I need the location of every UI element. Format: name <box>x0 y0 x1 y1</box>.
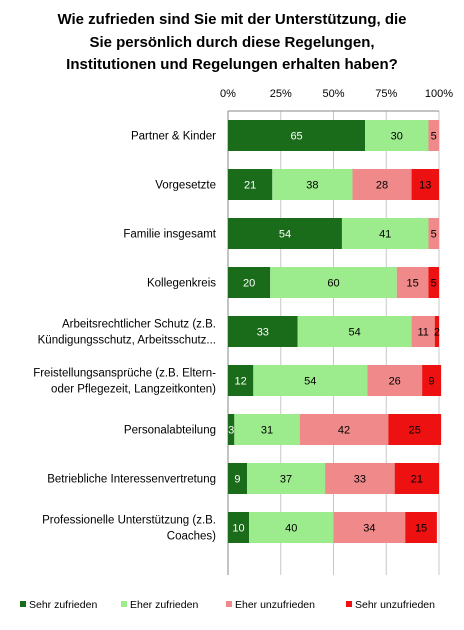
bar-segment <box>270 267 397 298</box>
x-tick-label: 0% <box>220 88 236 100</box>
category-label: oder Pflegezeit, Langzeitkonten) <box>51 384 216 396</box>
data-label: 5 <box>431 278 437 290</box>
category-label: Personalabteilung <box>124 425 216 437</box>
bar-segment <box>333 512 406 543</box>
bar-segment <box>228 169 273 200</box>
data-label: 9 <box>429 376 435 388</box>
legend-entry: Sehr unzufrieden <box>355 599 435 611</box>
data-label: 40 <box>285 523 297 535</box>
category-label: Kollegenkreis <box>147 278 216 290</box>
bar-segment <box>246 463 326 494</box>
data-label: 30 <box>391 131 403 143</box>
data-label: 38 <box>306 180 318 192</box>
bar-segment <box>367 365 423 396</box>
category-label: Familie insgesamt <box>123 229 216 241</box>
chart-title-line: Institutionen und Regelungen erhalten ha… <box>66 56 398 73</box>
bar-segment <box>228 218 342 249</box>
category-label: Coaches) <box>167 531 216 543</box>
data-label: 15 <box>407 278 419 290</box>
data-label: 9 <box>234 474 240 486</box>
bar-segment <box>411 169 439 200</box>
category-label: Vorgesetzte <box>155 180 216 192</box>
bar-segment <box>228 365 254 396</box>
data-label: 54 <box>279 229 291 241</box>
data-label: 26 <box>389 376 401 388</box>
bar-segment <box>228 316 298 347</box>
x-tick-label: 100% <box>425 88 453 100</box>
data-label: 21 <box>411 474 423 486</box>
category-label: Arbeitsrechtlicher Schutz (z.B. <box>62 319 216 331</box>
bar-segment <box>249 512 334 543</box>
data-label: 15 <box>415 523 427 535</box>
bar-segment <box>434 316 439 347</box>
data-label: 3 <box>228 425 234 437</box>
data-label: 13 <box>419 180 431 192</box>
data-label: 54 <box>348 327 360 339</box>
data-label: 33 <box>257 327 269 339</box>
legend-swatch <box>121 601 127 607</box>
data-label: 25 <box>409 425 421 437</box>
bar-segment <box>365 120 429 151</box>
bar-segment <box>228 120 366 151</box>
bar-segment <box>297 316 412 347</box>
category-label: Freistellungsansprüche (z.B. Eltern- <box>33 368 216 380</box>
chart-title-line: Wie zufrieden sind Sie mit der Unterstüt… <box>57 11 406 28</box>
bar-segment <box>325 463 395 494</box>
data-label: 42 <box>338 425 350 437</box>
data-label: 5 <box>431 131 437 143</box>
bar-segment <box>341 218 429 249</box>
data-label: 37 <box>280 474 292 486</box>
bar-segment <box>228 512 250 543</box>
bar-segment <box>428 120 439 151</box>
bar-segment <box>428 218 439 249</box>
legend-swatch <box>346 601 352 607</box>
bar-segment <box>388 414 442 445</box>
bar-segment <box>396 267 429 298</box>
bar-segment <box>272 169 353 200</box>
legend-entry: Sehr zufrieden <box>29 599 97 611</box>
bar-segment <box>228 267 271 298</box>
data-label: 41 <box>379 229 391 241</box>
data-label: 34 <box>363 523 375 535</box>
bar-segment <box>405 512 437 543</box>
data-label: 12 <box>235 376 247 388</box>
bar-segment <box>234 414 300 445</box>
bar-segment <box>228 463 247 494</box>
bar-segment <box>428 267 439 298</box>
chart-title-line: Sie persönlich durch diese Regelungen, <box>89 34 374 51</box>
x-tick-label: 75% <box>375 88 397 100</box>
data-label: 5 <box>431 229 437 241</box>
bar-segment <box>352 169 412 200</box>
x-tick-label: 50% <box>322 88 344 100</box>
data-label: 20 <box>243 278 255 290</box>
data-label: 54 <box>304 376 316 388</box>
bar-segment <box>394 463 439 494</box>
legend-entry: Eher unzufrieden <box>235 599 315 611</box>
category-label: Professionelle Unterstützung (z.B. <box>42 515 216 527</box>
data-label: 11 <box>417 327 428 339</box>
data-label: 21 <box>244 180 256 192</box>
data-label: 10 <box>232 523 244 535</box>
category-label: Kündigungsschutz, Arbeitsschutz... <box>38 335 216 347</box>
legend-swatch <box>20 601 26 607</box>
data-label: 28 <box>376 180 388 192</box>
bar-segment <box>422 365 442 396</box>
data-label: 33 <box>354 474 366 486</box>
data-label: 2 <box>434 327 440 339</box>
data-label: 60 <box>327 278 339 290</box>
bar-segment <box>228 414 235 445</box>
category-label: Partner & Kinder <box>131 131 216 143</box>
bar-segment <box>299 414 389 445</box>
legend-entry: Eher zufrieden <box>130 599 198 611</box>
data-label: 65 <box>290 131 302 143</box>
category-label: Betriebliche Interessenvertretung <box>47 474 216 486</box>
bar-segment <box>253 365 368 396</box>
x-tick-label: 25% <box>270 88 292 100</box>
data-label: 31 <box>261 425 273 437</box>
bar-segment <box>411 316 435 347</box>
legend-swatch <box>226 601 232 607</box>
